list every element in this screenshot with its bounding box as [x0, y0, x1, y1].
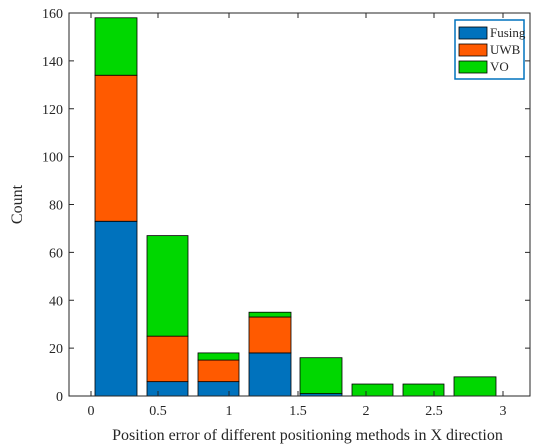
x-tick-label: 1.5: [289, 404, 307, 419]
bar-fusing-bin-1: [94, 220, 138, 397]
legend-label-fusing: Fusing: [490, 25, 526, 40]
x-tick-label: 0: [88, 404, 95, 419]
legend-label-vo: VO: [490, 59, 509, 74]
plot-area: [69, 13, 530, 396]
bar-uwb-bin-3: [197, 359, 240, 383]
y-tick-label: 80: [49, 199, 63, 214]
y-tick-label: 100: [42, 151, 63, 166]
x-tick-label: 2.5: [425, 404, 443, 419]
y-tick-label: 40: [49, 294, 63, 309]
bar-vo-bin-7: [402, 383, 445, 397]
x-axis-label: Position error of different positioning …: [112, 427, 503, 444]
bar-vo-bin-2: [146, 235, 189, 337]
bar-vo-bin-6: [351, 383, 394, 397]
bar-fusing-bin-2: [146, 381, 189, 397]
bar-vo-bin-3: [197, 352, 240, 361]
bar-uwb-bin-2: [146, 335, 189, 383]
y-tick-label: 160: [42, 7, 63, 22]
y-tick-label: 20: [49, 342, 63, 357]
y-tick-label: 0: [56, 390, 63, 405]
bar-vo-bin-4: [248, 311, 292, 318]
legend-swatch-uwb: [458, 43, 488, 57]
y-tick-label: 60: [49, 246, 63, 261]
y-axis-label: Count: [9, 184, 26, 224]
x-tick-label: 0.5: [149, 404, 167, 419]
y-tick-label: 120: [42, 103, 63, 118]
bars-group: [94, 17, 497, 397]
bar-vo-bin-8: [453, 376, 497, 397]
legend-label-uwb: UWB: [490, 42, 521, 57]
bar-fusing-bin-3: [197, 381, 240, 397]
bar-vo-bin-1: [94, 17, 138, 76]
bar-fusing-bin-4: [248, 352, 292, 397]
x-tick-label: 1: [226, 404, 233, 419]
x-tick-label: 3: [500, 404, 507, 419]
legend-swatch-fusing: [458, 26, 488, 40]
y-tick-label: 140: [42, 55, 63, 70]
legend-swatch-vo: [458, 60, 488, 74]
ticks-group: 0 0.5 1 1.5 2 2.5 3 0 20 40 60 80 100 120 140 160: [42, 7, 530, 419]
bar-uwb-bin-4: [248, 316, 292, 354]
legend: Fusing UWB VO: [454, 19, 526, 80]
bar-vo-bin-5: [299, 357, 343, 395]
x-tick-label: 2: [363, 404, 370, 419]
bar-uwb-bin-1: [94, 74, 138, 222]
